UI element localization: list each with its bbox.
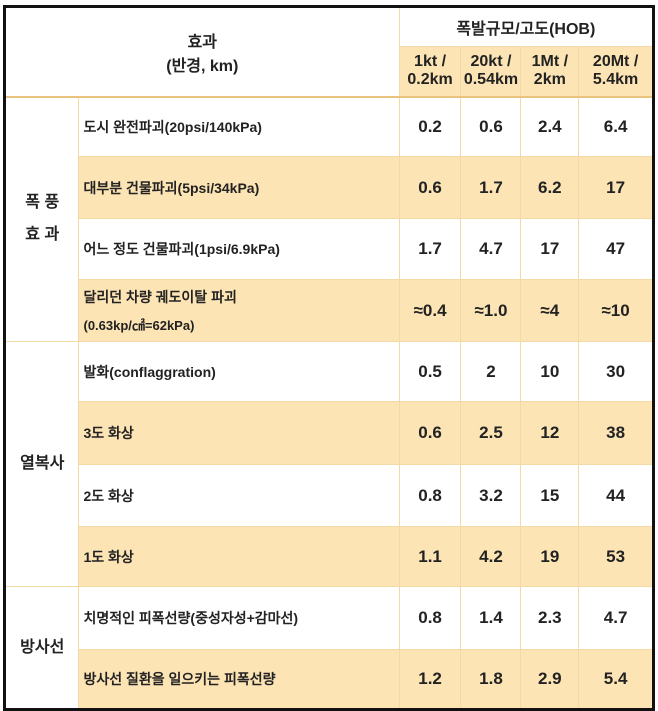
value-cell: 1.7 [398, 218, 462, 280]
value-cell: 1.8 [460, 649, 522, 710]
table-row: 3도 화상 0.6 2.5 12 38 [5, 401, 654, 465]
effect-cell: 달리던 차량 궤도이탈 파괴 (0.63kp/㎠=62kPa) [78, 279, 400, 342]
value-cell: 2.3 [520, 586, 580, 650]
scale-column-header: 1Mt /2km [520, 46, 580, 98]
effect-cell: 대부분 건물파괴(5psi/34kPa) [78, 156, 400, 219]
group-label-line: 효 과 [25, 226, 60, 244]
effect-label: 도시 완전파괴(20psi/140kPa) [83, 118, 262, 135]
group-label: 방사선 [3, 586, 80, 710]
table-row: 열복사 발화(conflaggration) 0.5 2 10 30 [3, 341, 654, 587]
column-header-line: 20Mt / [592, 53, 639, 71]
effects-table: 효과 (반경, km) 폭발규모/고도(HOB) 1kt /0.2km 20kt … [3, 5, 655, 711]
effect-label: 3도 화상 [83, 425, 134, 441]
table-row: 어느 정도 건물파괴(1psi/6.9kPa) 1.7 4.7 17 47 [5, 218, 654, 280]
group-label-line: 방사선 [20, 638, 65, 656]
value-cell: 6.4 [578, 96, 654, 157]
effect-cell: 어느 정도 건물파괴(1psi/6.9kPa) [78, 218, 400, 280]
table-row: 1도 화상 1.1 4.2 19 53 [5, 526, 654, 587]
value-cell: 0.2 [398, 96, 462, 157]
effect-label: 방사선 질환을 일으키는 피폭선량 [83, 671, 276, 687]
scale-column-header: 20Mt /5.4km [578, 46, 654, 98]
effect-cell: 방사선 질환을 일으키는 피폭선량 [78, 649, 400, 710]
value-cell: 1.1 [398, 526, 462, 587]
effect-title: 효과 [187, 33, 218, 51]
group-label: 열복사 [3, 341, 80, 587]
value-cell: ≈4 [520, 279, 580, 342]
effect-cell: 1도 화상 [78, 526, 400, 587]
value-cell: 19 [520, 526, 580, 587]
value-cell: 0.8 [398, 464, 462, 527]
effect-cell: 치명적인 피폭선량(중성자성+감마선) [78, 586, 400, 650]
value-cell: 38 [578, 401, 654, 465]
column-header-line: 1Mt / [531, 53, 569, 71]
value-cell: 53 [578, 526, 654, 587]
effect-header: 효과 (반경, km) [4, 6, 400, 98]
effect-label: 달리던 차량 궤도이탈 파괴 [83, 289, 237, 305]
effect-cell: 발화(conflaggration) [78, 341, 400, 402]
value-cell: 6.2 [520, 156, 580, 219]
scale-column-header: 20kt /0.54km [460, 46, 522, 98]
value-cell: 1.2 [398, 649, 462, 710]
value-cell: 2 [460, 341, 522, 402]
effect-label: 발화(conflaggration) [83, 363, 216, 380]
effect-cell: 2도 화상 [78, 464, 400, 527]
column-header-line: 20kt / [470, 53, 512, 71]
value-cell: 2.5 [460, 401, 522, 465]
value-cell: 5.4 [578, 649, 654, 710]
table-row: 달리던 차량 궤도이탈 파괴 (0.63kp/㎠=62kPa) ≈0.4 ≈1.0 ≈4… [5, 279, 654, 342]
value-cell: 4.7 [460, 218, 522, 280]
group-label-line: 폭 풍 [25, 194, 60, 212]
value-cell: 2.9 [520, 649, 580, 710]
value-cell: 10 [520, 341, 580, 402]
value-cell: 0.6 [460, 96, 522, 157]
column-header-line: 5.4km [592, 71, 639, 89]
effect-label: 어느 정도 건물파괴(1psi/6.9kPa) [83, 241, 280, 257]
scale-header: 폭발규모/고도(HOB) [398, 6, 655, 47]
effect-label: 치명적인 피폭선량(중성자성+감마선) [83, 610, 299, 626]
column-header-line: 2km [533, 71, 566, 89]
value-cell: 17 [578, 156, 654, 219]
table-row: 방사선 질환을 일으키는 피폭선량 1.2 1.8 2.9 5.4 [5, 649, 654, 710]
effect-unit: (반경, km) [166, 57, 239, 75]
table-row: 방사선 치명적인 피폭선량(중성자성+감마선) 0.8 1.4 2.3 4.7 [3, 586, 654, 710]
value-cell: 12 [520, 401, 580, 465]
value-cell: 0.8 [398, 586, 462, 650]
effect-label: 1도 화상 [83, 548, 134, 565]
effect-cell: 도시 완전파괴(20psi/140kPa) [78, 96, 400, 157]
effect-label: 2도 화상 [83, 487, 134, 504]
value-cell: 0.6 [398, 401, 462, 465]
value-cell: 0.5 [398, 341, 462, 402]
value-cell: 4.7 [578, 586, 654, 650]
value-cell: 2.4 [520, 96, 580, 157]
scale-column-header: 1kt /0.2km [398, 46, 462, 98]
column-header-line: 0.54km [463, 71, 519, 89]
effect-cell: 3도 화상 [78, 401, 400, 465]
value-cell: 3.2 [460, 464, 522, 527]
value-cell: ≈0.4 [398, 279, 462, 342]
value-cell: 47 [578, 218, 654, 280]
value-cell: 1.7 [460, 156, 522, 219]
table-row: 대부분 건물파괴(5psi/34kPa) 0.6 1.7 6.2 17 [5, 156, 654, 219]
value-cell: 17 [520, 218, 580, 280]
value-cell: ≈10 [578, 279, 654, 342]
column-header-line: 0.2km [407, 71, 453, 89]
value-cell: 30 [578, 341, 654, 402]
value-cell: 15 [520, 464, 580, 527]
table-row: 2도 화상 0.8 3.2 15 44 [5, 464, 654, 527]
value-cell: 0.6 [398, 156, 462, 219]
value-cell: 1.4 [460, 586, 522, 650]
value-cell: ≈1.0 [460, 279, 522, 342]
group-label-line: 열복사 [20, 455, 65, 472]
value-cell: 4.2 [460, 526, 522, 587]
column-header-line: 1kt / [414, 53, 447, 71]
effect-sublabel: (0.63kp/㎠=62kPa) [83, 318, 195, 333]
effect-label: 대부분 건물파괴(5psi/34kPa) [83, 179, 260, 196]
value-cell: 44 [578, 464, 654, 527]
